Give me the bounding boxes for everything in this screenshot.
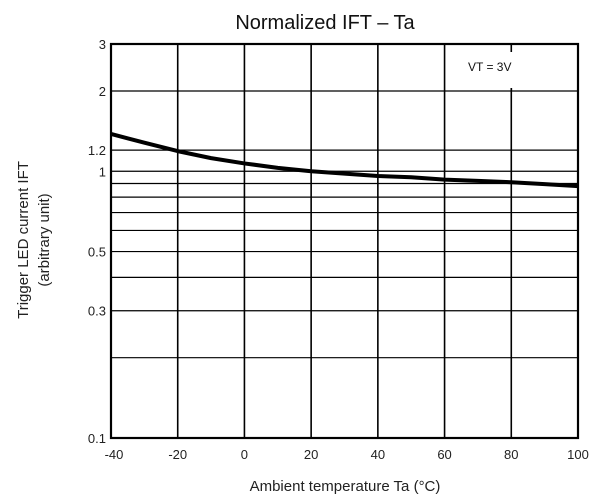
y-axis-label: Trigger LED current IFT bbox=[15, 161, 32, 319]
y-tick-label: 1.2 bbox=[88, 143, 106, 158]
annotation-background bbox=[446, 52, 577, 88]
y-tick-label: 0.5 bbox=[88, 245, 106, 260]
annotation-vt: VT = 3V bbox=[468, 60, 511, 74]
plot-frame bbox=[109, 42, 580, 440]
y-tick-label: 2 bbox=[99, 84, 106, 99]
x-tick-label: 80 bbox=[504, 447, 518, 462]
y-tick-label: 0.3 bbox=[88, 304, 106, 319]
y-axis-sublabel: (arbitrary unit) bbox=[36, 193, 53, 286]
chart-title: Normalized IFT – Ta bbox=[235, 12, 415, 34]
x-tick-label: 60 bbox=[437, 447, 451, 462]
series-line bbox=[110, 132, 579, 189]
x-tick-label: 0 bbox=[241, 447, 248, 462]
y-tick-label: 1 bbox=[99, 164, 106, 179]
x-tick-label: 100 bbox=[567, 447, 589, 462]
y-tick-label: 3 bbox=[99, 37, 106, 52]
tick-layer: -40 -20 0 20 40 60 80 100 0.1 0.3 0.5 1 1.2 2 3 bbox=[88, 37, 589, 462]
grid-layer bbox=[109, 42, 580, 440]
x-tick-label: 40 bbox=[371, 447, 385, 462]
y-tick-label: 0.1 bbox=[88, 431, 106, 446]
x-tick-label: -20 bbox=[168, 447, 187, 462]
x-tick-label: -40 bbox=[105, 447, 124, 462]
curve-layer bbox=[110, 132, 579, 189]
x-axis-label: Ambient temperature Ta (°C) bbox=[250, 478, 441, 495]
x-tick-label: 20 bbox=[304, 447, 318, 462]
